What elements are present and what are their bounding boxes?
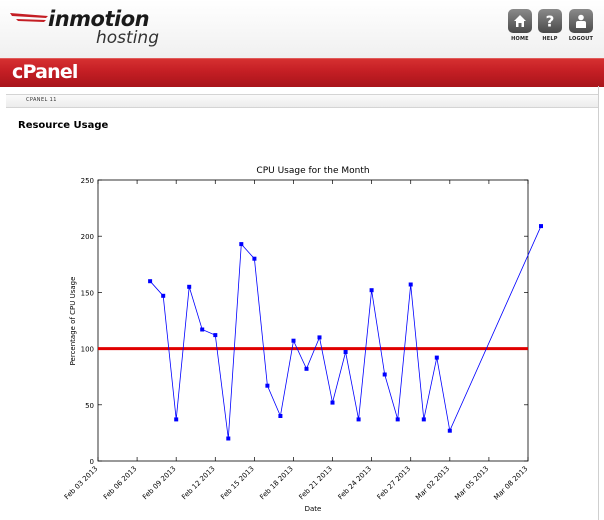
logout-icon (569, 9, 593, 33)
cpu-data-point (174, 417, 179, 422)
cpu-data-point (291, 338, 296, 343)
x-tick-label: Feb 27 2013 (376, 465, 412, 501)
cpu-data-point (395, 417, 400, 422)
inmotion-logo[interactable]: inmotion hosting (8, 6, 168, 52)
x-tick-label: Feb 21 2013 (297, 465, 333, 501)
y-tick-label: 150 (81, 289, 94, 297)
svg-text:?: ? (546, 13, 555, 29)
y-axis-label: Percentage of CPU Usage (69, 277, 77, 366)
y-tick-label: 50 (85, 402, 94, 410)
help-icon: ? (538, 9, 562, 33)
cpu-data-point (187, 284, 192, 289)
cpu-data-point (252, 256, 257, 261)
y-tick-label: 250 (81, 177, 94, 185)
cpu-series-line (149, 225, 542, 439)
cpu-data-point (239, 242, 244, 247)
cpu-data-point (408, 282, 413, 287)
x-tick-label: Mar 02 2013 (414, 465, 451, 502)
cpu-data-point (539, 224, 543, 229)
page-title: Resource Usage (18, 120, 109, 131)
help-button[interactable]: ? HELP (535, 9, 565, 42)
x-tick-label: Feb 24 2013 (337, 465, 373, 501)
cpu-data-point (213, 333, 218, 338)
x-tick-label: Feb 18 2013 (258, 465, 294, 501)
cpanel-brand-bar: cPanel (0, 58, 604, 87)
x-tick-label: Feb 09 2013 (141, 465, 177, 501)
content-divider (598, 86, 599, 520)
x-axis-label: Date (305, 505, 322, 513)
x-tick-label: Mar 08 2013 (492, 465, 529, 502)
help-label: HELP (542, 36, 558, 42)
cpu-data-point (369, 288, 374, 293)
logo-sub-text: hosting (96, 28, 159, 48)
y-tick-label: 100 (81, 346, 94, 354)
cpu-data-point (161, 293, 166, 298)
breadcrumb-home-link[interactable]: CPANEL 11 (26, 97, 57, 103)
x-tick-label: Mar 05 2013 (453, 465, 490, 502)
chart-title: CPU Usage for the Month (256, 166, 369, 176)
logout-label: LOGOUT (568, 36, 594, 42)
swoosh-icon (10, 13, 48, 22)
x-tick-label: Feb 15 2013 (219, 465, 255, 501)
cpu-data-point (200, 327, 205, 332)
x-tick-label: Feb 03 2013 (63, 465, 99, 501)
cpu-data-point (421, 417, 426, 422)
x-tick-label: Feb 06 2013 (102, 465, 138, 501)
cpu-data-point (356, 417, 361, 422)
cpu-data-point (304, 366, 309, 371)
cpu-data-point (226, 436, 231, 441)
cpu-data-point (330, 400, 335, 405)
breadcrumb: CPANEL 11 (6, 94, 598, 108)
cpu-data-point (343, 350, 348, 354)
plot-frame (97, 179, 529, 462)
y-tick-label: 200 (81, 233, 94, 241)
cpu-data-point (447, 428, 452, 433)
cpanel-logo-text: cPanel (12, 61, 78, 83)
header: inmotion hosting HOME ? HELP LOGOUT (0, 0, 604, 58)
cpu-data-point (148, 279, 153, 284)
cpu-data-point (382, 372, 387, 377)
logout-button[interactable]: LOGOUT (566, 9, 596, 42)
y-tick-label: 0 (90, 458, 94, 466)
logo-brand-text: inmotion (48, 7, 150, 31)
x-tick-label: Feb 12 2013 (180, 465, 216, 501)
cpu-data-point (434, 355, 439, 360)
home-label: HOME (511, 36, 529, 42)
cpu-data-point (265, 383, 270, 388)
home-button[interactable]: HOME (505, 9, 535, 42)
cpu-data-point (317, 335, 322, 340)
cpu-data-point (278, 414, 283, 418)
home-icon (508, 9, 532, 33)
